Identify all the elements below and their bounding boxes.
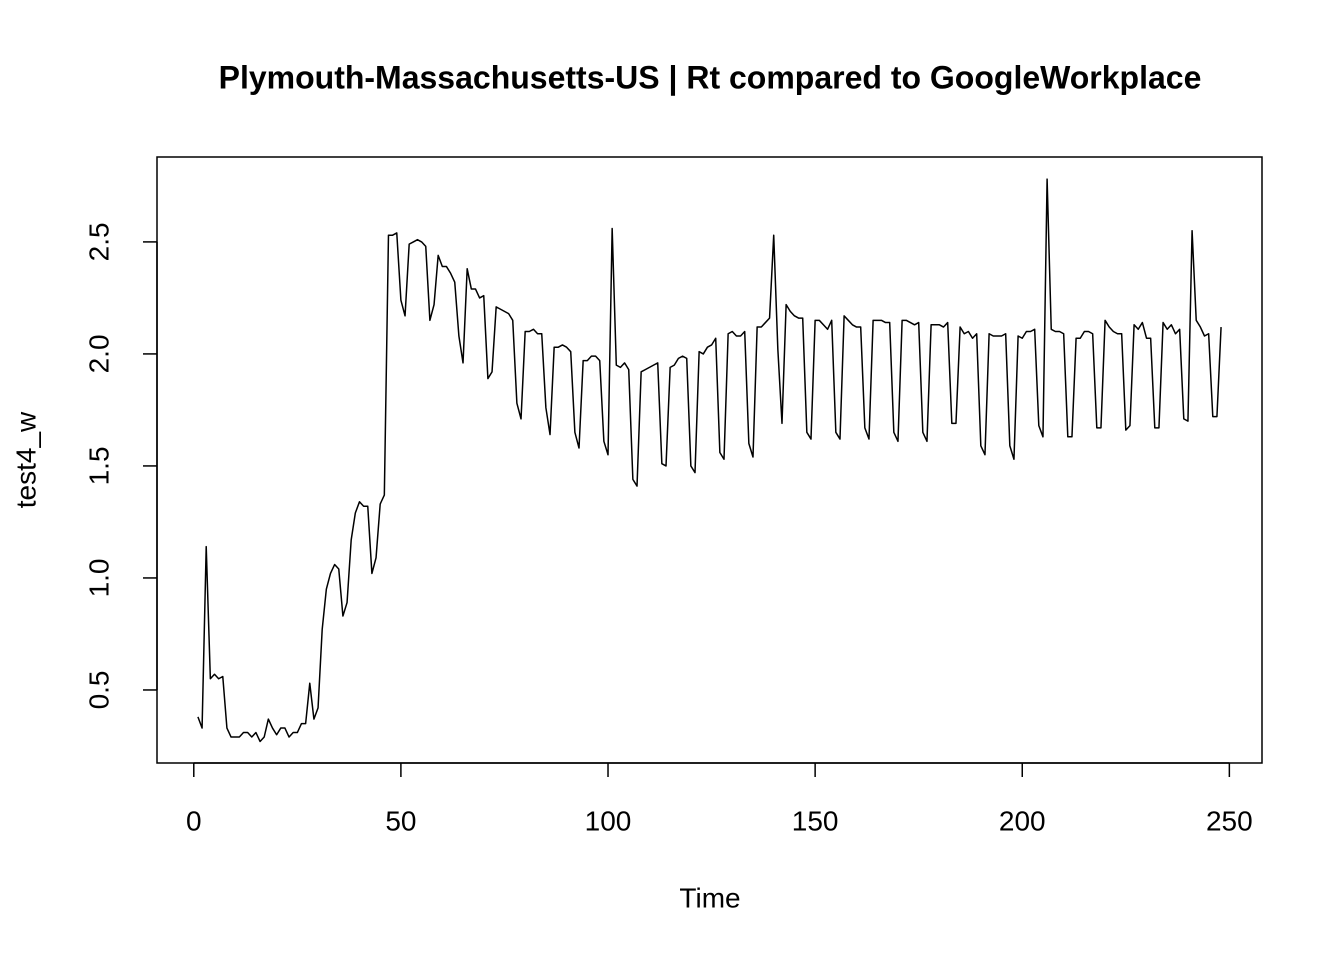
- x-tick-label: 100: [585, 805, 632, 836]
- y-axis-label: test4_w: [10, 411, 41, 508]
- x-tick-label: 200: [999, 805, 1046, 836]
- y-tick-label: 2.0: [83, 334, 114, 373]
- y-tick-label: 1.0: [83, 558, 114, 597]
- x-tick-label: 150: [792, 805, 839, 836]
- x-axis-label: Time: [679, 882, 740, 913]
- y-tick-label: 2.5: [83, 222, 114, 261]
- chart-title: Plymouth-Massachusetts-US | Rt compared …: [219, 59, 1202, 95]
- x-tick-label: 250: [1206, 805, 1253, 836]
- plot-box: [156, 156, 1263, 764]
- series-line: [197, 178, 1222, 743]
- x-tick-label: 0: [186, 805, 202, 836]
- x-tick-label: 50: [385, 805, 416, 836]
- y-tick-label: 1.5: [83, 446, 114, 485]
- y-tick-label: 0.5: [83, 670, 114, 709]
